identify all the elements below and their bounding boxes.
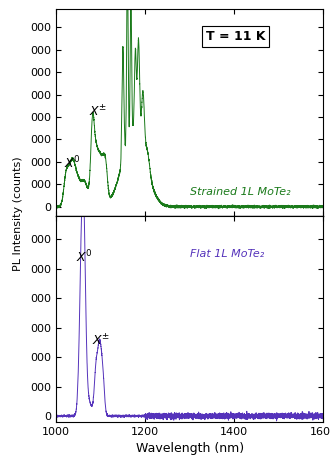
Text: $X^0$: $X^0$ xyxy=(76,249,93,266)
Text: Flat 1L MoTe₂: Flat 1L MoTe₂ xyxy=(190,249,264,259)
Text: T = 11 K: T = 11 K xyxy=(206,30,265,43)
Text: $X^{\pm}$: $X^{\pm}$ xyxy=(89,105,107,120)
X-axis label: Wavelength (nm): Wavelength (nm) xyxy=(136,442,244,455)
Text: Strained 1L MoTe₂: Strained 1L MoTe₂ xyxy=(190,187,290,197)
Text: PL Intensity (counts): PL Intensity (counts) xyxy=(13,156,23,271)
Text: $X^0$: $X^0$ xyxy=(64,155,81,172)
Text: $X^{\pm}$: $X^{\pm}$ xyxy=(92,333,110,348)
